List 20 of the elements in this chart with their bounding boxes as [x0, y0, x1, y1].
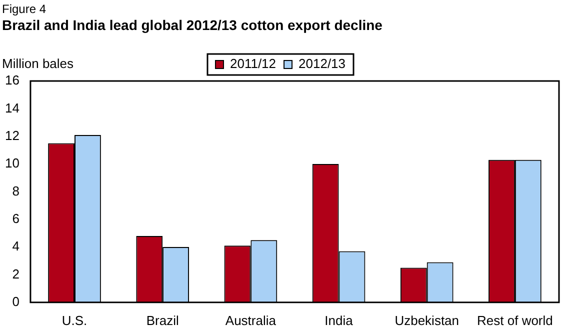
- chart-title: Brazil and India lead global 2012/13 cotton export decline: [2, 17, 382, 33]
- x-tick-label: Rest of world: [477, 312, 553, 328]
- x-tick-label: Uzbekistan: [394, 312, 460, 328]
- y-tick-label: 10: [4, 156, 20, 171]
- y-tick-label: 4: [12, 238, 20, 254]
- y-tick-label: 0: [12, 294, 20, 309]
- y-tick-label: 6: [12, 210, 20, 226]
- y-tick-label: 12: [4, 128, 20, 143]
- y-tick-label: 8: [12, 183, 20, 198]
- x-tick-label: Brazil: [146, 312, 179, 328]
- caption: Figure 4: [2, 2, 46, 16]
- y-tick-label: 16: [4, 72, 20, 88]
- y-axis-title: Million bales: [2, 56, 74, 71]
- x-tick-label: India: [324, 312, 354, 328]
- legend-label: 2011/12: [230, 56, 276, 72]
- legend-label: 2012/13: [298, 56, 346, 72]
- x-tick-label: U.S.: [62, 312, 88, 328]
- y-tick-label: 2: [12, 266, 20, 282]
- y-tick-label: 14: [4, 100, 20, 116]
- x-tick-label: Australia: [225, 312, 277, 328]
